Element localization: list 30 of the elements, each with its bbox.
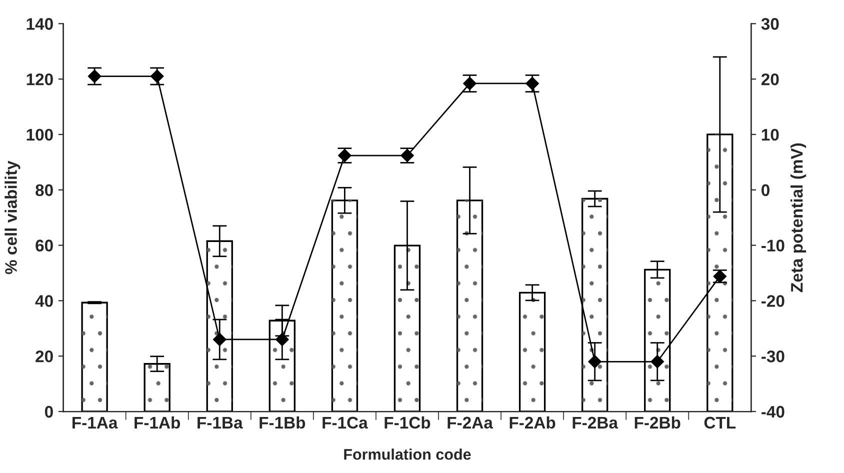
y2-tick-label: -40 [762,406,784,418]
x-tick-label: F-1Bb [260,416,306,429]
y2-tick-label: 30 [761,18,779,30]
y-axis-title: % cell viability [4,160,20,274]
x-tick-label: F-2Bb [634,416,680,429]
x-tick-label: F-2Ba [572,416,618,429]
y-tick-label: 100 [26,128,53,141]
y2-tick-label: 20 [761,73,779,86]
x-tick-label: F-1Aa [72,416,118,429]
y2-tick-label: -10 [762,240,784,252]
x-tick-label: CTL [704,416,736,429]
y2-tick-label: -30 [762,350,784,362]
y-tick-label: 40 [35,295,53,307]
y-tick-label: 60 [36,240,53,252]
y2-tick-label: 10 [762,128,779,141]
y2-axis-title: Zeta potential (mV) [790,143,806,292]
y-tick-label: 140 [26,18,53,30]
y-tick-label: 120 [26,73,53,86]
x-tick-label: F-2Aa [448,416,494,429]
x-tick-label: F-1Ca [322,416,368,429]
x-tick-label: F-2Ab [510,416,556,429]
y-tick-label: 0 [44,406,53,418]
x-axis-title: Formulation code [344,448,471,460]
y-tick-label: 20 [36,350,53,362]
y-tick-label: 80 [36,184,53,196]
x-tick-label: F-1Ba [198,416,243,429]
x-tick-label: F-1Ab [134,416,180,429]
y2-tick-label: -20 [762,295,784,307]
x-tick-label: F-1Cb [384,416,430,429]
y2-tick-label: 0 [762,184,770,196]
